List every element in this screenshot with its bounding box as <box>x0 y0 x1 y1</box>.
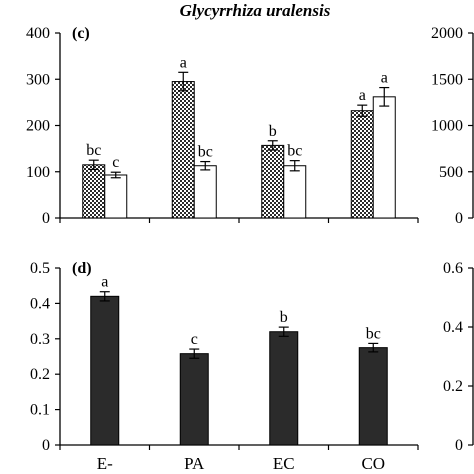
x-tick-label: E- <box>97 454 113 473</box>
y-tick-label: 100 <box>26 164 50 181</box>
y-tick-label: 400 <box>26 25 50 42</box>
significance-label: b <box>269 123 277 140</box>
y-tick-label: 0.5 <box>30 260 50 277</box>
y-tick-label: 0.1 <box>30 402 50 419</box>
bar <box>350 110 374 219</box>
significance-label: c <box>191 331 198 348</box>
significance-label: bc <box>86 142 101 159</box>
bar <box>90 295 120 446</box>
x-tick-label: CO <box>361 454 385 473</box>
y-tick-label: 200 <box>26 118 50 135</box>
bar <box>358 347 388 446</box>
bar <box>82 164 106 219</box>
significance-label: bc <box>198 144 213 161</box>
x-tick-label: EC <box>273 454 295 473</box>
bar <box>261 144 285 219</box>
significance-label: a <box>101 274 108 291</box>
chart-title: Glycyrrhiza uralensis <box>180 1 331 20</box>
bar <box>171 81 195 219</box>
right-panel-y-tick-label: 0 <box>455 437 463 454</box>
bar <box>283 165 307 219</box>
y-tick-label: 0.3 <box>30 331 50 348</box>
x-tick-label: PA <box>184 454 205 473</box>
significance-label: a <box>381 70 388 87</box>
bar <box>179 353 209 446</box>
right-panel-y-tick-label: 2000 <box>431 25 463 42</box>
panel-label: (d) <box>72 260 92 277</box>
bar <box>269 331 299 446</box>
right-panel-y-tick-label: 0.4 <box>443 319 463 336</box>
y-tick-label: 0 <box>42 210 50 227</box>
right-panel-y-tick-label: 0.6 <box>443 260 463 277</box>
panel-label: (c) <box>72 25 90 42</box>
y-tick-label: 0.4 <box>30 295 50 312</box>
right-panel-y-tick-label: 0.2 <box>443 378 463 395</box>
right-panel-y-tick-label: 1500 <box>431 71 463 88</box>
bar <box>193 165 217 219</box>
right-panel-y-tick-label: 1000 <box>431 118 463 135</box>
significance-label: a <box>180 54 187 71</box>
significance-label: a <box>359 87 366 104</box>
bar <box>372 96 396 219</box>
y-tick-label: 0.2 <box>30 366 50 383</box>
y-tick-label: 0 <box>42 437 50 454</box>
y-tick-label: 300 <box>26 71 50 88</box>
right-panel-y-tick-label: 0 <box>455 210 463 227</box>
right-panel-y-tick-label: 500 <box>439 164 463 181</box>
significance-label: c <box>112 154 119 171</box>
significance-label: bc <box>287 143 302 160</box>
significance-label: bc <box>366 325 381 342</box>
bar <box>104 174 128 219</box>
significance-label: b <box>280 309 288 326</box>
